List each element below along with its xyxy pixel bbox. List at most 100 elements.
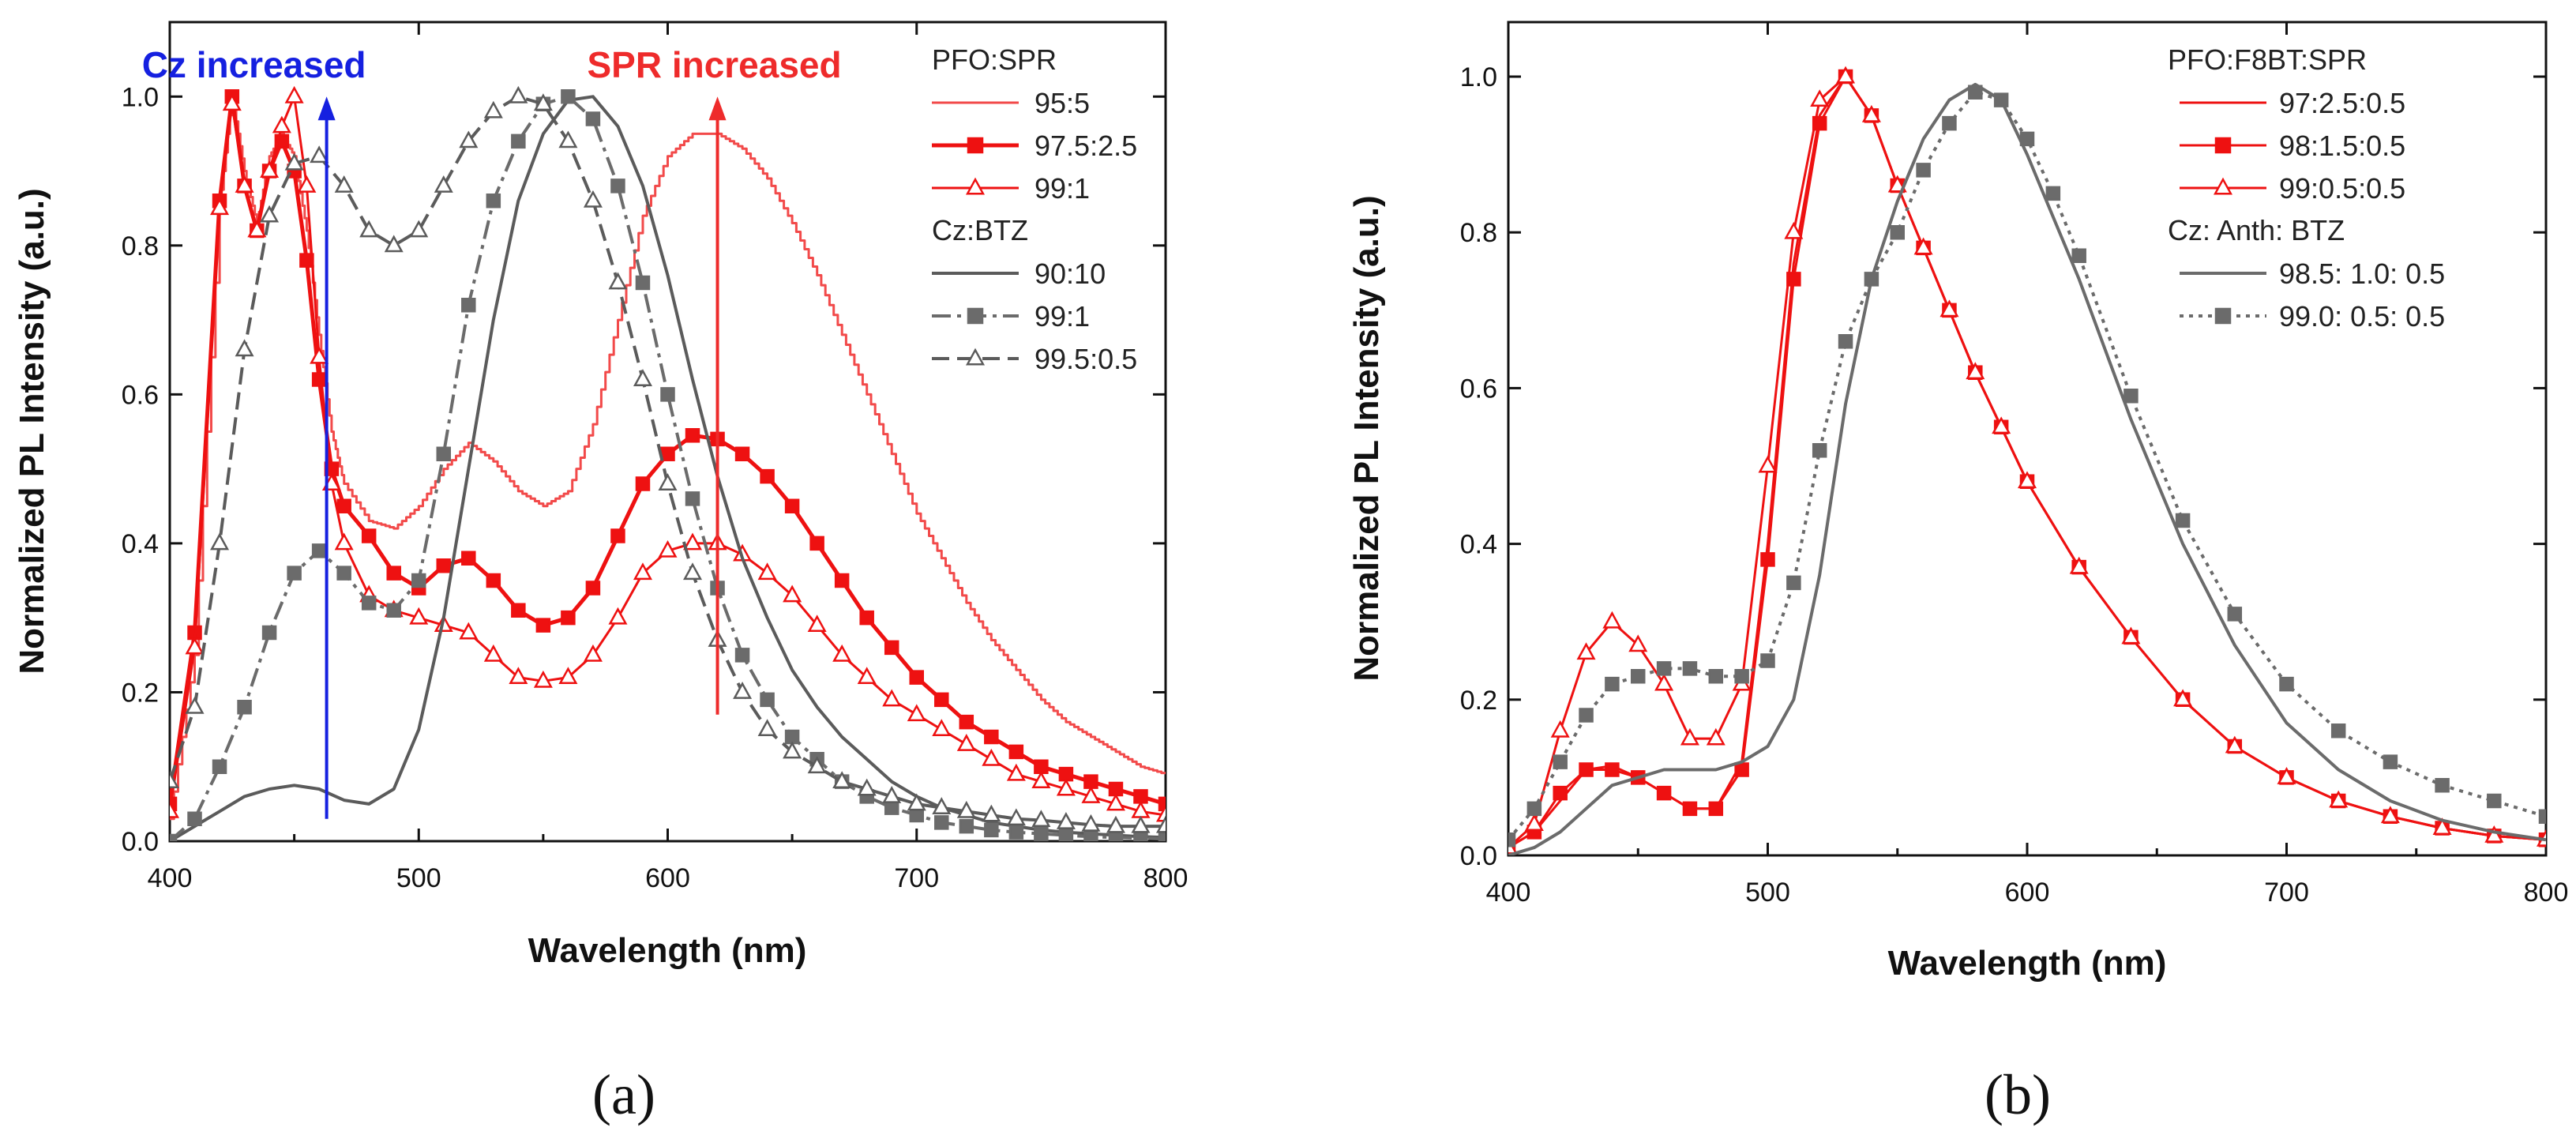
data-point [633,562,652,581]
data-point [1861,104,1881,122]
data-point [1133,830,1148,841]
data-point [585,111,601,126]
x-tick-label: 800 [1143,863,1188,893]
annotation-label: Cz increased [142,44,366,85]
data-point [1656,661,1672,676]
legend-entry-label: 95:5 [1035,87,1090,119]
data-point [2225,735,2244,754]
data-point [809,536,824,551]
data-point [1553,754,1568,769]
data-point [832,644,852,662]
legend-entry-label: 99:0.5:0.5 [2279,172,2405,205]
data-point [260,205,280,223]
data-point [1034,759,1049,774]
data-point [1006,763,1026,781]
x-tick-label: 700 [894,863,939,893]
data-point [608,607,628,625]
panel-label: (a) [592,1063,655,1126]
y-axis-label: Normalized PL Intensity (a.u.) [1347,195,1386,681]
data-point [1576,642,1596,660]
data-point [1081,786,1101,803]
data-point [660,446,675,462]
data-point [1008,744,1024,760]
data-point [411,573,426,588]
legend-entry-label: 99.5:0.5 [1035,343,1137,375]
data-point [336,566,351,581]
data-point [1708,801,1724,817]
data-point [287,566,302,581]
data-point [185,637,205,655]
data-point [783,584,802,603]
data-point [459,622,479,640]
annotation-arrowhead [708,96,727,121]
data-point [635,275,651,291]
data-point [247,220,267,238]
data-point [558,667,578,685]
data-point [511,133,526,149]
data-point [1760,552,1775,567]
data-point [361,528,377,543]
series-line [1508,82,2546,855]
data-point [984,822,999,838]
y-tick-label: 0.2 [1460,686,1497,716]
data-point [187,811,202,826]
data-point [956,800,976,818]
data-point [984,729,999,745]
y-tick-label: 0.0 [122,827,159,857]
y-tick-label: 0.4 [122,529,159,559]
data-point [261,625,277,641]
legend-swatch-marker [2214,137,2232,154]
y-axis-label: Normalized PL Intensity (a.u.) [13,188,51,674]
legend-entry-label: 99.0: 0.5: 0.5 [2279,300,2445,333]
data-point [1083,774,1098,789]
data-point [1654,673,1674,691]
data-point [2538,809,2546,824]
data-point [260,160,280,178]
data-point [832,771,852,789]
data-point [857,778,877,796]
data-point [882,786,902,803]
data-point [1106,793,1125,811]
data-point [334,532,354,551]
data-point [1890,224,1905,240]
legend-swatch-marker [965,348,986,366]
data-point [884,800,899,815]
data-point [1680,727,1699,746]
data-point [2017,471,2037,489]
legend-group-title: PFO:SPR [932,43,1057,76]
data-point [1524,814,1544,832]
series-90-10 [170,95,1166,841]
data-point [558,130,578,148]
x-axis-label: Wavelength (nm) [1888,944,2167,983]
panel-label: (b) [1985,1063,2051,1126]
data-point [909,807,924,823]
series-99-1 [170,89,1166,841]
data-point [1131,815,1151,833]
data-point [486,573,501,588]
data-point [533,93,553,111]
data-point [509,85,528,103]
data-point [882,689,902,707]
data-point [1031,771,1051,789]
legend-entry-label: 97.5:2.5 [1035,130,1137,162]
x-tick-label: 500 [1745,878,1790,908]
data-point [222,93,242,111]
data-point [2484,825,2504,843]
data-point [783,741,802,759]
data-point [434,175,453,193]
series-99-0-0-5-0-5 [1508,85,2546,847]
data-point [1887,175,1907,193]
data-point [210,532,230,551]
data-point [760,692,775,708]
data-point [2069,556,2089,574]
data-point [2019,131,2035,147]
data-point [561,89,576,104]
data-point [561,610,576,626]
data-point [1942,115,1957,131]
legend-swatch-marker [967,307,984,325]
data-point [683,562,703,581]
data-point [384,235,404,253]
data-point [486,194,501,209]
data-point [361,596,377,611]
chart-panel-a: 400 500 600 700 800 0.0 0.2 0.4 0.6 0.8 1.0 Wavelen… [13,21,1188,1126]
